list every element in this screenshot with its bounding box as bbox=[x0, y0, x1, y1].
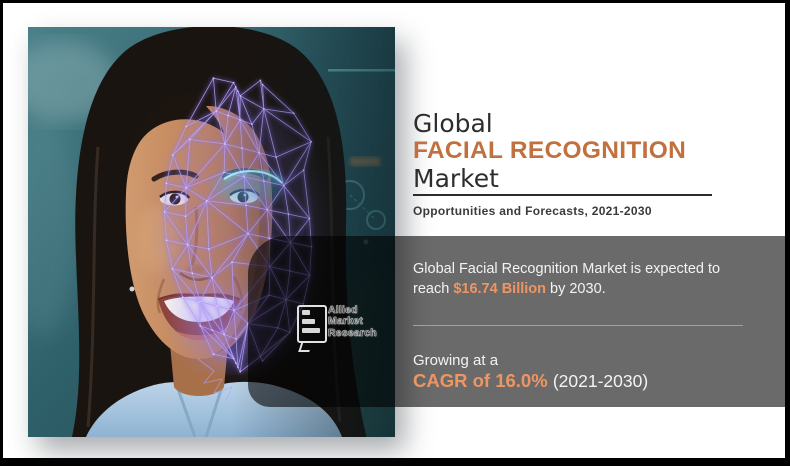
market-value-highlight: $16.74 Billion bbox=[453, 280, 546, 297]
statement-line-2: reach $16.74 Billion by 2030. bbox=[413, 280, 606, 297]
speech-bubble-bars-icon bbox=[297, 305, 327, 354]
cagr-line: CAGR of 16.0% (2021-2030) bbox=[413, 369, 648, 393]
statement-line-1: Global Facial Recognition Market is expe… bbox=[413, 261, 721, 277]
brand-line-allied: Allied bbox=[328, 304, 358, 316]
cagr-highlight: CAGR of 16.0% bbox=[413, 370, 548, 391]
speech-bubble-tail bbox=[298, 341, 313, 352]
brand-name: Allied Market Research bbox=[328, 304, 377, 339]
title-line-global: Global bbox=[413, 109, 493, 138]
brand-line-market: Market bbox=[328, 315, 364, 328]
cagr-period: (2021-2030) bbox=[552, 371, 649, 391]
brand-line-research: Research bbox=[328, 326, 377, 339]
title-underline bbox=[413, 194, 712, 196]
panel-divider bbox=[413, 325, 743, 326]
highlight-panel: Global Facial Recognition Market is expe… bbox=[248, 236, 785, 407]
growth-label: Growing at a bbox=[413, 352, 499, 369]
title-line-facial-recognition: FACIAL RECOGNITION bbox=[413, 137, 687, 164]
title-line-market: Market bbox=[413, 164, 499, 193]
market-statement: Global Facial Recognition Market is expe… bbox=[413, 260, 720, 299]
subtitle-forecast-period: Opportunities and Forecasts, 2021-2030 bbox=[413, 204, 652, 218]
speech-bubble bbox=[297, 305, 327, 343]
allied-market-research-logo: Allied Market Research bbox=[297, 304, 377, 354]
